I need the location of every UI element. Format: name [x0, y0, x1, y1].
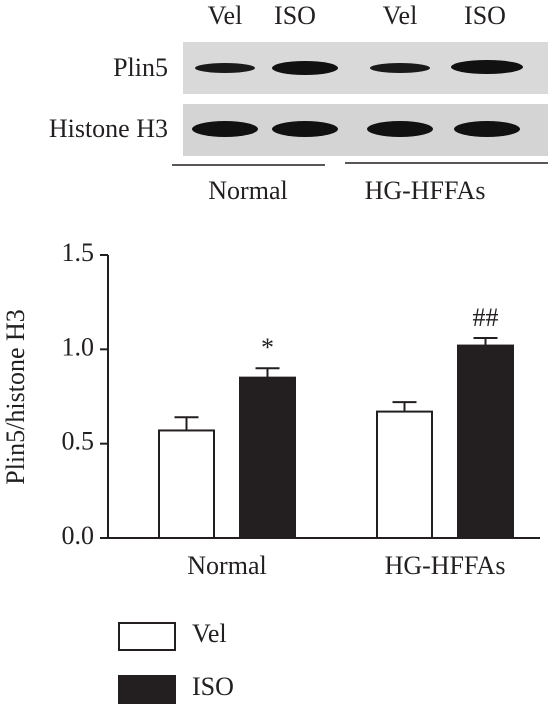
band — [454, 121, 520, 137]
western-blot: Vel ISO Vel ISO Plin5 Histone H3 Normal … — [49, 1, 548, 205]
lane-label: Vel — [208, 1, 243, 30]
group-label: Normal — [208, 176, 287, 205]
lane-label: ISO — [464, 1, 506, 30]
legend-swatch — [118, 675, 176, 704]
band — [370, 63, 430, 73]
y-tick-label: 0.0 — [62, 521, 95, 550]
legend-swatch — [118, 622, 176, 651]
group-label: HG-HFFAs — [365, 176, 486, 205]
row-label: Histone H3 — [49, 114, 168, 143]
annotation: * — [261, 333, 274, 362]
band — [272, 61, 338, 75]
y-tick-label: 1.0 — [62, 332, 95, 361]
bar — [158, 429, 215, 539]
band — [195, 63, 255, 73]
band — [192, 121, 258, 137]
lane-label: ISO — [274, 1, 316, 30]
bar — [457, 344, 514, 539]
y-axis-label: Plin5/histone H3 — [1, 309, 30, 485]
y-tick-label: 1.5 — [62, 238, 95, 267]
x-tick-label: Normal — [187, 551, 266, 580]
lane-label: Vel — [383, 1, 418, 30]
row-label: Plin5 — [113, 53, 168, 82]
legend-label: Vel — [192, 619, 227, 648]
x-tick-label: HG-HFFAs — [385, 551, 506, 580]
annotation: ## — [473, 303, 499, 332]
legend-label: ISO — [192, 672, 234, 701]
bar — [239, 376, 296, 539]
plot: 0.0 0.5 1.0 1.5 Normal * HG-HFFAs ## Vel ISO — [62, 238, 540, 704]
y-tick-label: 0.5 — [62, 427, 95, 456]
band — [272, 121, 338, 137]
bar — [376, 410, 433, 539]
band — [367, 121, 433, 137]
band — [451, 60, 523, 74]
